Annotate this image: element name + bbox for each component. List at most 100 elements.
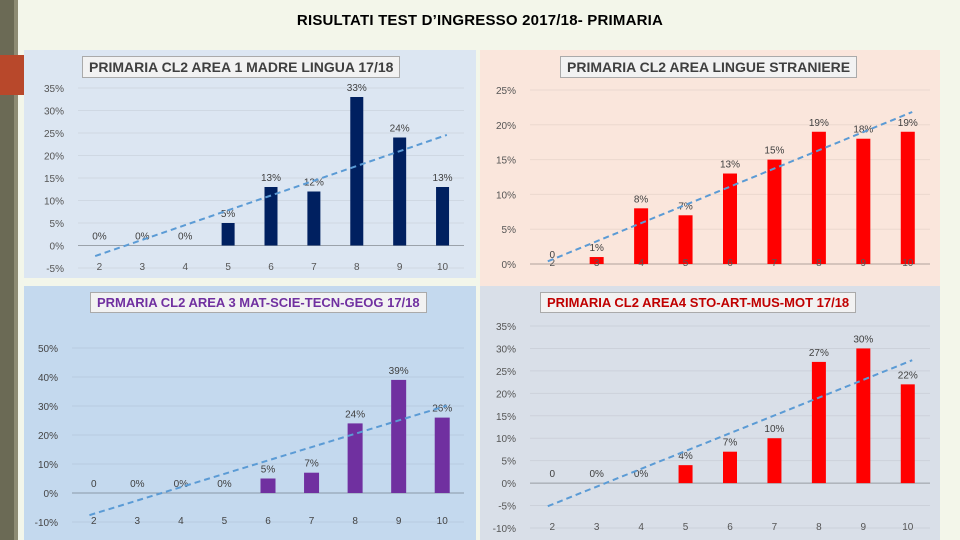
x-tick-label: 4 <box>182 262 188 273</box>
x-tick-label: 4 <box>638 522 644 533</box>
data-label: 39% <box>389 366 409 377</box>
bar-7 <box>307 191 321 246</box>
x-tick-label: 5 <box>225 262 231 273</box>
y-tick-label: 25% <box>496 367 516 378</box>
bar-6 <box>260 478 276 493</box>
y-tick-label: -10% <box>493 524 516 535</box>
data-label: 27% <box>809 348 829 359</box>
x-tick-label: 6 <box>727 258 733 269</box>
x-tick-label: 8 <box>816 522 822 533</box>
x-tick-label: 10 <box>437 516 449 527</box>
data-label: 7% <box>723 438 738 449</box>
x-tick-label: 7 <box>772 258 778 269</box>
trendline <box>89 404 447 517</box>
data-label: 13% <box>261 173 281 184</box>
data-label: 7% <box>678 201 693 212</box>
y-tick-label: 40% <box>38 373 58 384</box>
data-label: 30% <box>853 334 873 345</box>
bar-4 <box>634 208 649 264</box>
y-tick-label: 30% <box>38 402 58 413</box>
data-label: 0% <box>217 479 232 490</box>
data-label: 0% <box>634 469 649 480</box>
trendline <box>547 111 913 263</box>
y-tick-label: 0% <box>44 489 59 500</box>
data-label: 0% <box>135 232 150 243</box>
y-tick-label: 30% <box>44 107 64 118</box>
data-label: 8% <box>634 194 649 205</box>
bar-9 <box>391 379 407 493</box>
bar-8 <box>347 423 363 493</box>
bar-5 <box>221 223 235 246</box>
data-label: 22% <box>898 370 918 381</box>
left-decor-bar <box>0 0 14 540</box>
data-label: 0 <box>91 479 97 490</box>
y-tick-label: -10% <box>35 518 58 529</box>
x-tick-label: 3 <box>594 522 600 533</box>
data-label: 10% <box>764 424 784 435</box>
data-label: 26% <box>432 404 452 415</box>
y-tick-label: 20% <box>496 389 516 400</box>
data-label: 0% <box>589 469 604 480</box>
bar-10 <box>900 384 915 484</box>
x-tick-label: 3 <box>594 258 600 269</box>
y-tick-label: 5% <box>502 457 517 468</box>
y-tick-label: 0% <box>502 479 517 490</box>
x-tick-label: 3 <box>135 516 141 527</box>
data-label: 0 <box>549 469 555 480</box>
bar-8 <box>811 131 826 264</box>
data-label: 19% <box>898 118 918 129</box>
data-label: 18% <box>853 125 873 136</box>
data-label: 13% <box>433 173 453 184</box>
data-label: 0% <box>174 479 189 490</box>
y-tick-label: 30% <box>496 344 516 355</box>
y-tick-label: 10% <box>496 190 516 201</box>
bar-9 <box>393 137 407 246</box>
y-tick-label: 15% <box>496 156 516 167</box>
y-tick-label: 0% <box>502 260 517 271</box>
chart-panel-sto-art: PRIMARIA CL2 AREA4 STO-ART-MUS-MOT 17/18… <box>480 286 940 540</box>
x-tick-label: 6 <box>265 516 271 527</box>
chart-title: PRIMARIA CL2 AREA 1 MADRE LINGUA 17/18 <box>82 56 401 78</box>
y-tick-label: 15% <box>496 412 516 423</box>
y-tick-label: 50% <box>38 344 58 355</box>
left-decor-stripe <box>14 0 18 540</box>
bar-7 <box>767 438 782 484</box>
chart-title: PRIMARIA CL2 AREA4 STO-ART-MUS-MOT 17/18 <box>540 292 857 313</box>
chart-madre-lingua: -5%0%5%10%15%20%25%30%35%0%20%30%45%513%… <box>44 83 464 275</box>
chart-sto-art: -10%-5%0%5%10%15%20%25%30%35%020%30%44%5… <box>493 322 930 535</box>
bar-10 <box>434 417 450 493</box>
bar-10 <box>900 131 915 264</box>
data-label: 24% <box>345 409 365 420</box>
y-tick-label: 25% <box>44 129 64 140</box>
x-tick-label: 7 <box>311 262 317 273</box>
bar-8 <box>811 361 826 484</box>
x-tick-label: 9 <box>861 522 867 533</box>
y-tick-label: -5% <box>46 264 64 275</box>
data-label: 7% <box>304 459 319 470</box>
y-tick-label: 25% <box>496 86 516 97</box>
x-tick-label: 5 <box>683 522 689 533</box>
data-label: 0% <box>92 232 107 243</box>
trendline <box>94 133 448 258</box>
x-tick-label: 9 <box>397 262 403 273</box>
data-label: 0% <box>178 232 193 243</box>
y-tick-label: 5% <box>502 225 517 236</box>
x-tick-label: 8 <box>354 262 360 273</box>
bar-6 <box>264 187 278 246</box>
bar-9 <box>856 348 871 484</box>
bar-7 <box>304 472 320 493</box>
bar-6 <box>723 451 737 484</box>
bar-6 <box>723 173 737 264</box>
y-tick-label: 20% <box>44 152 64 163</box>
chart-lingue-straniere: 0% 5% 10% 15% 20% 25% 02 1% 3 8% 4 7% 5 13% 6 15% 7 19% 8 1… <box>496 86 930 271</box>
y-tick-label: 10% <box>38 460 58 471</box>
data-label: 4% <box>678 451 693 462</box>
x-tick-label: 5 <box>683 258 689 269</box>
bar-7 <box>767 159 782 264</box>
x-tick-label: 8 <box>352 516 358 527</box>
y-tick-label: 10% <box>496 434 516 445</box>
x-tick-label: 2 <box>97 262 103 273</box>
trendline <box>547 359 913 508</box>
x-tick-label: 7 <box>309 516 315 527</box>
y-tick-label: 35% <box>496 322 516 333</box>
